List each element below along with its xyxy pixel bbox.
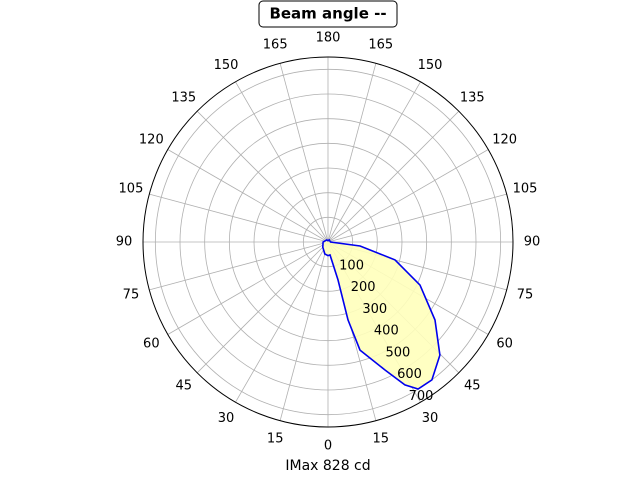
- theta-tick-label: 165: [368, 37, 393, 52]
- grid-line: [235, 81, 329, 243]
- theta-tick-label: 45: [464, 379, 481, 394]
- theta-tick-label: 135: [171, 90, 196, 105]
- theta-tick-label: 105: [513, 182, 538, 197]
- r-tick-label: 600: [397, 367, 422, 382]
- r-tick-label: 300: [362, 302, 387, 317]
- theta-tick-label: 30: [422, 411, 439, 426]
- theta-tick-label: 30: [218, 411, 235, 426]
- theta-tick-label: 90: [116, 235, 133, 250]
- grid-line: [327, 110, 460, 243]
- grid-circle: [253, 167, 403, 317]
- grid-circle: [302, 216, 354, 268]
- grid-circle: [228, 142, 428, 342]
- theta-tick-label: 90: [524, 235, 541, 250]
- grid-line: [327, 149, 489, 243]
- theta-tick-label: 75: [517, 287, 534, 302]
- r-tick-label: 700: [409, 389, 434, 404]
- theta-tick-label: 60: [496, 337, 513, 352]
- theta-tick-label: 15: [267, 432, 284, 447]
- x-axis-label: IMax 828 cd: [285, 458, 370, 474]
- r-tick-label: 100: [339, 258, 364, 273]
- theta-tick-label: 120: [139, 133, 164, 148]
- grid-line: [196, 241, 329, 374]
- theta-tick-label: 0: [324, 439, 332, 454]
- theta-tick-label: 165: [263, 37, 288, 52]
- data-line: [321, 238, 441, 390]
- theta-tick-label: 120: [492, 133, 517, 148]
- theta-tick-label: 60: [143, 337, 160, 352]
- grid-line: [327, 81, 421, 243]
- grid-line: [279, 63, 329, 243]
- grid-line: [327, 63, 377, 243]
- title-box: [258, 0, 398, 28]
- theta-tick-label: 135: [460, 90, 485, 105]
- grid-circle: [204, 118, 452, 366]
- r-tick-label: 200: [351, 280, 376, 295]
- chart-title: Beam angle --: [269, 5, 386, 23]
- r-tick-label: 500: [385, 345, 410, 360]
- grid-line: [279, 241, 329, 421]
- grid-line: [196, 110, 329, 243]
- theta-tick-label: 180: [316, 31, 341, 46]
- theta-tick-label: 105: [119, 182, 144, 197]
- grid-line: [167, 149, 329, 243]
- grid-line: [167, 241, 329, 335]
- grid-line: [149, 241, 329, 291]
- axis-outline: [142, 56, 514, 428]
- grid-line: [235, 241, 329, 403]
- r-tick-label: 400: [374, 324, 399, 339]
- grid-circle: [179, 93, 477, 391]
- grid-line: [327, 193, 507, 243]
- theta-tick-label: 150: [418, 58, 443, 73]
- theta-tick-label: 45: [175, 379, 192, 394]
- grid-circle: [154, 68, 502, 416]
- grid-line: [149, 193, 329, 243]
- theta-tick-label: 150: [214, 58, 239, 73]
- theta-tick-label: 15: [373, 432, 390, 447]
- theta-tick-label: 75: [123, 287, 140, 302]
- grid-circle: [278, 192, 378, 292]
